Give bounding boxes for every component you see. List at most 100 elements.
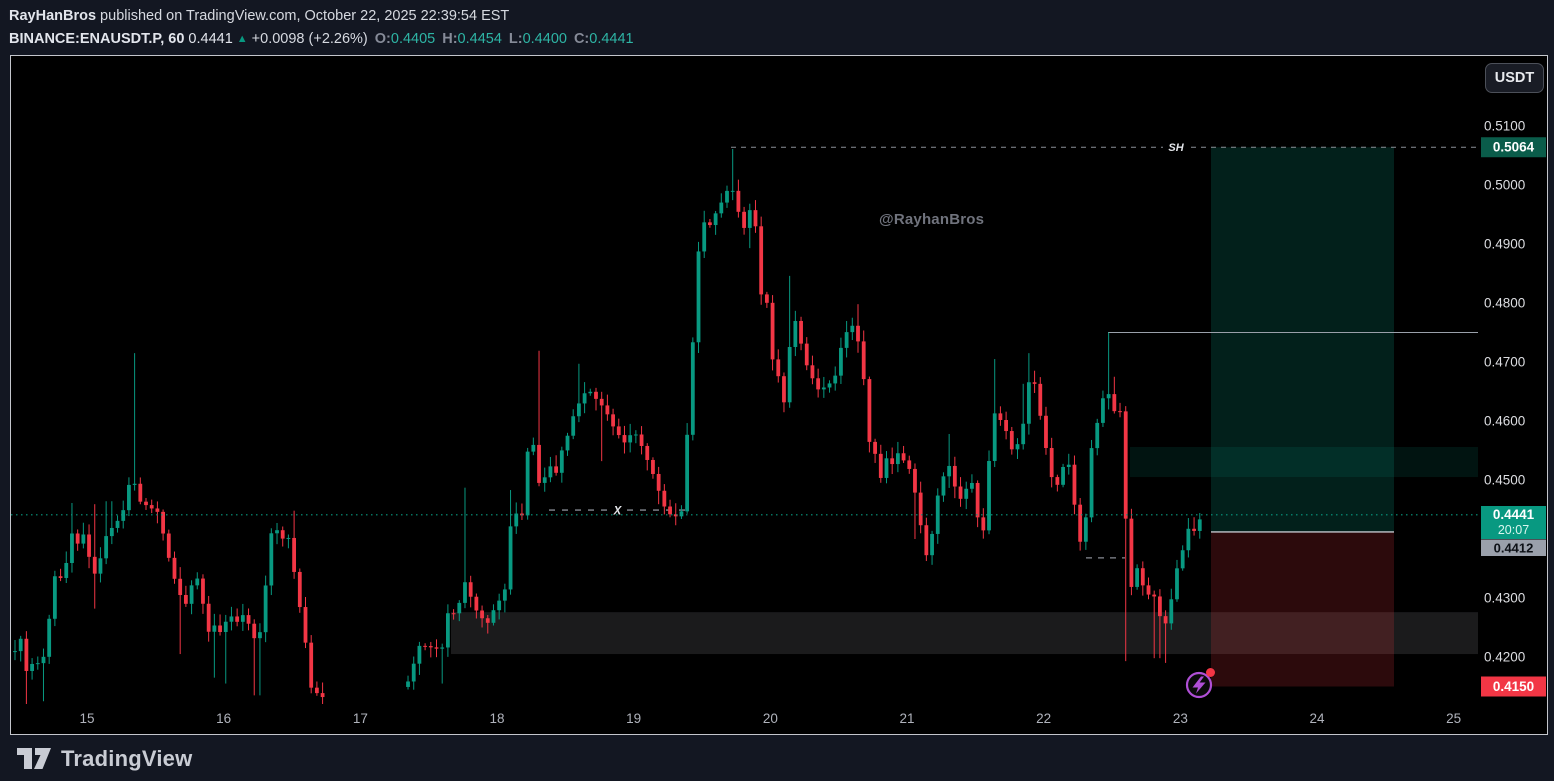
chart-panel[interactable]: SH X 0.5100 0.5000 0.4900 0.4800 0.4700 0.4600 0… [10,55,1548,735]
candle [81,522,86,549]
candle [998,406,1003,426]
candle [713,210,718,235]
price-tick-label: 0.4700 [1484,355,1525,370]
open-label: O: [374,30,391,47]
candle [1140,561,1145,596]
lightning-marker-icon[interactable] [1185,668,1215,699]
green-supply-zone[interactable] [1130,446,1478,478]
candle [594,387,598,411]
candle [770,295,775,371]
tradingview-brand[interactable]: TradingView [16,744,192,773]
candle [1015,438,1020,459]
gray-demand-zone[interactable] [451,612,1478,655]
candle [725,185,729,208]
candle [952,456,957,499]
candle [1038,377,1043,420]
candle [873,438,877,463]
candle [1004,411,1009,440]
candle [98,547,103,583]
current-price-badge-text: 0.4441 [1493,507,1535,522]
candle [13,640,17,661]
candle [1009,426,1014,455]
candle [867,376,872,453]
candle [554,455,559,476]
candle [1129,508,1134,596]
candle [1106,332,1111,410]
candle [1032,370,1037,393]
candle [844,320,849,358]
day-tick-label: 23 [1173,711,1188,726]
candle [195,572,200,590]
price-axis[interactable]: 0.5100 0.5000 0.4900 0.4800 0.4700 0.4600 0.45… [1481,119,1546,697]
candle [1055,474,1060,492]
price-tick-label: 0.5100 [1484,119,1525,134]
candle [736,179,741,218]
candle [434,639,439,658]
candle [1180,545,1185,571]
target-price-badge-text: 0.5064 [1493,140,1535,155]
long-position-loss-box[interactable] [1211,531,1394,687]
candle [127,477,131,517]
candle [417,641,422,675]
candle [565,432,570,456]
candle [508,490,513,595]
time-axis[interactable]: 15 16 17 18 19 20 21 22 23 24 25 [79,711,1461,726]
candle [47,614,52,664]
currency-toggle-button[interactable]: USDT [1485,63,1544,93]
candle [24,631,29,704]
candle [571,409,576,440]
high-label: H: [442,30,458,47]
candle [884,451,889,484]
candle [1186,518,1191,558]
candle [542,467,547,492]
bar-countdown-text: 20:07 [1498,523,1529,537]
candle [651,457,655,479]
high-value: 0.4454 [457,30,502,47]
candle [428,641,433,658]
candle [189,580,194,615]
candle [992,359,997,468]
candle [1083,513,1088,550]
candle [964,481,969,510]
candle [531,437,536,456]
alert-dot [1206,668,1215,677]
candle [878,444,883,483]
candle [1066,453,1071,475]
candle [1152,590,1157,659]
day-tick-label: 19 [626,711,641,726]
open-value: 0.4405 [390,30,436,47]
candle [821,376,826,398]
candle [730,149,735,201]
candle [782,372,786,413]
candle [144,498,148,510]
candle [787,275,792,408]
day-tick-label: 17 [353,711,368,726]
candle [149,499,154,514]
candle [201,574,205,614]
candle [314,681,319,696]
candlestick-chart[interactable]: SHX0.51000.50000.49000.48000.47000.46000… [11,56,1547,734]
stop-price-badge-text: 0.4150 [1493,679,1534,694]
candle [121,500,126,529]
candle [759,216,764,305]
candles-layer [13,149,1202,704]
candle [833,366,838,391]
candle [491,604,496,626]
candle [1095,418,1100,456]
candle [839,337,843,384]
candle [258,623,262,696]
candle [559,446,564,483]
candle [212,613,217,678]
candle [240,603,245,631]
candle [320,682,325,704]
x-label-backing [608,502,627,518]
candle [702,210,707,258]
candle [1061,463,1065,488]
long-position-profit-box[interactable] [1211,147,1394,532]
candle [246,608,251,631]
candle [639,426,644,455]
candle [440,643,445,684]
candle [275,522,279,545]
price-tick-label: 0.4300 [1484,591,1525,606]
